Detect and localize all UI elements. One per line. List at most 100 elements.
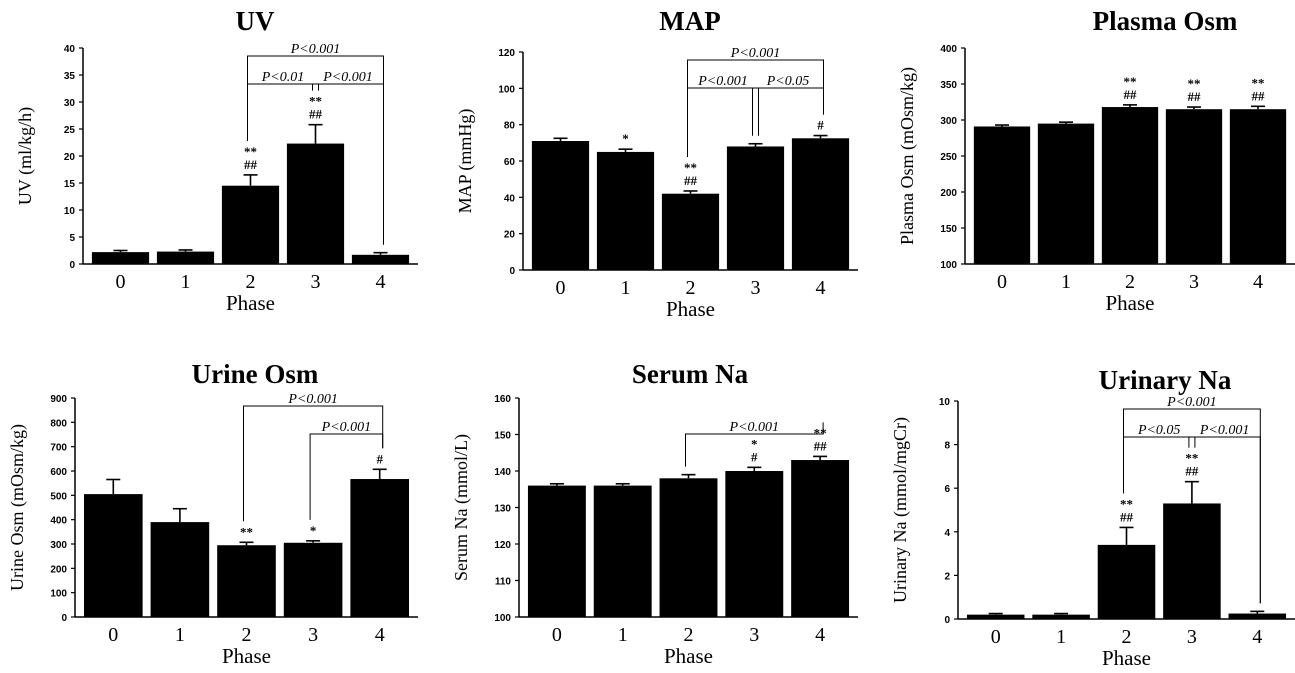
- significance-mark: **: [684, 160, 697, 175]
- y-tick-label: 20: [504, 230, 516, 241]
- x-tick-label: 1: [1061, 271, 1071, 293]
- bar: [1097, 544, 1156, 619]
- significance-mark: *: [622, 131, 629, 146]
- y-tick-label: 2: [944, 571, 950, 582]
- x-axis-label: Phase: [664, 644, 713, 668]
- bar: [156, 251, 215, 264]
- y-axis-label: Serum Na (mmol/L): [451, 434, 472, 581]
- bracket-label: P<0.001: [697, 74, 748, 89]
- y-tick-label: 300: [50, 540, 67, 551]
- bar: [966, 614, 1025, 619]
- y-tick-label: 150: [494, 431, 511, 442]
- y-tick-label: 300: [940, 116, 957, 127]
- y-tick-label: 40: [504, 193, 516, 204]
- significance-bracket: [685, 422, 824, 467]
- bar: [351, 254, 410, 264]
- x-tick-label: 1: [621, 277, 631, 299]
- y-tick-label: 30: [64, 98, 76, 109]
- significance-bracket: [687, 87, 759, 157]
- y-axis-label: Urinary Na (mmol/mgCr): [890, 417, 911, 603]
- x-tick-label: 0: [997, 271, 1007, 293]
- significance-mark: **: [309, 94, 322, 109]
- significance-mark: ##: [244, 157, 258, 172]
- y-tick-label: 900: [50, 394, 67, 405]
- x-tick-label: 2: [684, 624, 694, 646]
- significance-mark: *: [751, 436, 758, 451]
- bar: [150, 522, 210, 617]
- significance-mark: **: [1188, 76, 1201, 91]
- bar: [1101, 107, 1159, 264]
- chart-panel-0: UV 0 5 10 15 20 25 30 35 40 UV (ml/kg/h) Phase 0 1 2 3 4…: [15, 6, 418, 315]
- chart-title: Urinary Na: [1099, 365, 1232, 395]
- y-tick-label: 10: [64, 206, 76, 217]
- bar: [725, 471, 784, 617]
- chart-title: Urine Osm: [192, 359, 319, 389]
- x-tick-label: 2: [242, 624, 252, 646]
- y-tick-label: 20: [64, 152, 76, 163]
- bracket-label: P<0.001: [729, 420, 780, 435]
- significance-mark: **: [244, 144, 257, 159]
- y-tick-label: 100: [498, 84, 515, 95]
- x-tick-label: 3: [311, 271, 321, 293]
- x-tick-label: 1: [175, 624, 185, 646]
- y-tick-label: 200: [50, 564, 67, 575]
- bar: [1163, 503, 1221, 619]
- y-tick-label: 100: [50, 589, 67, 600]
- chart-title: MAP: [659, 6, 720, 36]
- y-axis-label: Urine Osm (mOsm/kg): [7, 424, 28, 591]
- bar: [527, 485, 586, 617]
- bracket-label: P<0.001: [1199, 423, 1250, 438]
- x-axis-label: Phase: [1102, 646, 1151, 668]
- bar: [221, 185, 280, 264]
- y-tick-label: 5: [69, 233, 75, 244]
- significance-mark: ##: [1188, 89, 1202, 104]
- x-tick-label: 0: [116, 271, 126, 293]
- y-tick-label: 350: [940, 80, 957, 91]
- y-tick-label: 0: [509, 266, 515, 277]
- significance-bracket: [1188, 436, 1261, 604]
- x-tick-label: 1: [618, 624, 628, 646]
- x-tick-label: 0: [552, 624, 562, 646]
- bar: [283, 542, 343, 617]
- x-tick-label: 2: [686, 277, 696, 299]
- y-axis-label: MAP (mmHg): [455, 109, 476, 214]
- significance-mark: ##: [1120, 509, 1134, 524]
- significance-mark: ##: [1185, 464, 1199, 479]
- significance-mark: **: [1185, 451, 1198, 466]
- bar: [791, 138, 850, 270]
- x-tick-label: 3: [749, 624, 759, 646]
- bracket-label: P<0.001: [290, 42, 341, 57]
- y-tick-label: 8: [944, 441, 950, 452]
- bar: [286, 143, 345, 264]
- x-tick-label: 3: [308, 624, 318, 646]
- x-tick-label: 0: [108, 624, 118, 646]
- x-tick-label: 2: [1122, 626, 1132, 648]
- y-tick-label: 100: [494, 613, 511, 624]
- bracket-label: P<0.001: [730, 46, 781, 61]
- bar: [791, 460, 850, 617]
- x-tick-label: 0: [991, 626, 1001, 648]
- significance-bracket: [1123, 436, 1196, 494]
- bar: [1037, 123, 1095, 264]
- x-tick-label: 2: [1125, 271, 1135, 293]
- significance-mark: #: [817, 118, 824, 133]
- bar: [726, 146, 785, 270]
- bar: [973, 126, 1031, 264]
- bar: [659, 478, 718, 617]
- significance-bracket: [243, 405, 384, 522]
- y-tick-label: 4: [944, 528, 950, 539]
- x-tick-label: 4: [376, 271, 386, 293]
- bar: [217, 545, 276, 617]
- x-tick-label: 0: [556, 277, 566, 299]
- x-tick-label: 4: [815, 624, 825, 646]
- significance-mark: *: [310, 523, 317, 538]
- y-axis-label: Plasma Osm (mOsm/kg): [897, 67, 918, 245]
- y-axis-label: UV (ml/kg/h): [15, 107, 36, 205]
- bar: [1228, 613, 1287, 619]
- significance-mark: **: [240, 524, 253, 539]
- significance-mark: ##: [309, 107, 323, 122]
- significance-mark: **: [1124, 74, 1137, 89]
- x-tick-label: 2: [246, 271, 256, 293]
